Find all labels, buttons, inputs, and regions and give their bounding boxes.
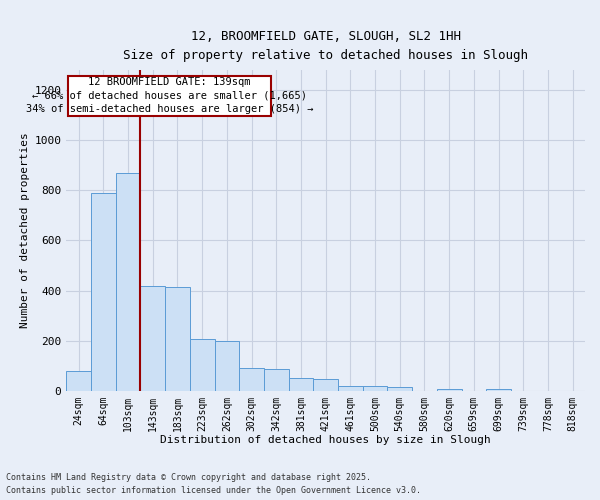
Bar — [264, 370, 289, 390]
Bar — [165, 287, 190, 391]
Bar — [313, 378, 338, 390]
Text: Contains HM Land Registry data © Crown copyright and database right 2025.
Contai: Contains HM Land Registry data © Crown c… — [6, 474, 421, 495]
Bar — [239, 368, 264, 390]
Bar — [190, 340, 215, 390]
Bar — [437, 388, 461, 390]
Bar — [116, 173, 140, 390]
X-axis label: Distribution of detached houses by size in Slough: Distribution of detached houses by size … — [160, 435, 491, 445]
Y-axis label: Number of detached properties: Number of detached properties — [20, 132, 30, 328]
Text: 34% of semi-detached houses are larger (854) →: 34% of semi-detached houses are larger (… — [26, 104, 313, 114]
Bar — [91, 193, 116, 390]
Bar — [289, 378, 313, 390]
FancyBboxPatch shape — [68, 76, 271, 116]
Bar — [486, 389, 511, 390]
Title: 12, BROOMFIELD GATE, SLOUGH, SL2 1HH
Size of property relative to detached house: 12, BROOMFIELD GATE, SLOUGH, SL2 1HH Siz… — [123, 30, 528, 62]
Bar — [363, 386, 388, 390]
Bar — [215, 340, 239, 390]
Text: 12 BROOMFIELD GATE: 139sqm: 12 BROOMFIELD GATE: 139sqm — [88, 78, 251, 88]
Bar — [67, 370, 91, 390]
Bar — [338, 386, 363, 390]
Text: ← 66% of detached houses are smaller (1,665): ← 66% of detached houses are smaller (1,… — [32, 90, 307, 101]
Bar — [140, 286, 165, 391]
Bar — [388, 387, 412, 390]
